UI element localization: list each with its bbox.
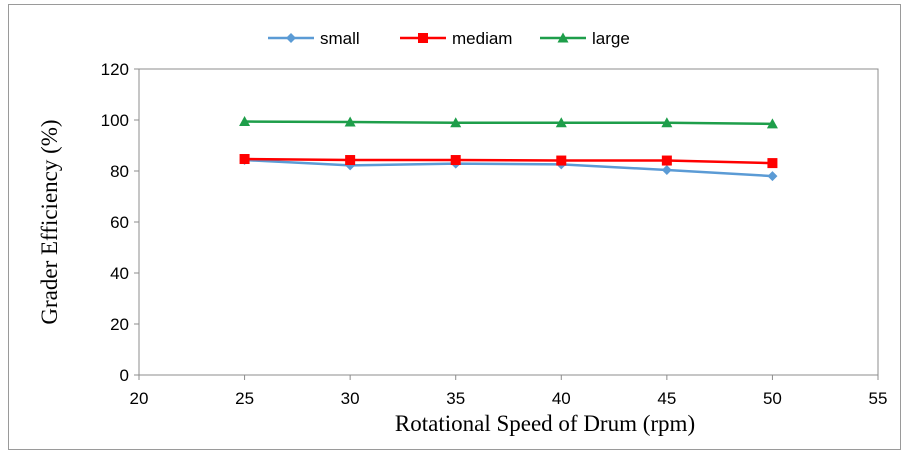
data-point-mediam [661, 155, 672, 166]
series-group [239, 116, 778, 182]
x-axis-title: Rotational Speed of Drum (rpm) [395, 411, 695, 436]
x-tick-label: 30 [341, 389, 360, 408]
y-tick-label: 80 [110, 162, 129, 181]
legend: small mediam large [268, 29, 630, 48]
legend-label: mediam [452, 29, 512, 48]
x-tick-label: 20 [130, 389, 149, 408]
data-point-mediam [345, 155, 356, 166]
series-line-small [244, 158, 773, 178]
data-point-small [661, 164, 672, 175]
data-point-mediam [239, 154, 250, 165]
series-line-mediam [244, 157, 773, 165]
data-point-large [239, 116, 251, 127]
data-point-large [661, 117, 673, 128]
y-tick-label: 100 [101, 111, 129, 130]
x-tick-label: 35 [446, 389, 465, 408]
y-axis-title: Grader Efficiency (%) [37, 119, 62, 324]
y-tick-label: 20 [110, 315, 129, 334]
legend-item-small: small [268, 29, 360, 48]
series-line-large [244, 120, 773, 126]
x-tick-label: 25 [235, 389, 254, 408]
legend-item-mediam: mediam [400, 29, 512, 48]
legend-marker [418, 33, 428, 43]
data-point-mediam [450, 155, 461, 166]
x-tick-label: 50 [763, 389, 782, 408]
legend-label: small [320, 29, 360, 48]
x-tick-label: 55 [869, 389, 888, 408]
data-point-large [450, 117, 462, 128]
legend-item-large: large [540, 29, 630, 48]
series-mediam [239, 154, 778, 169]
y-tick-label: 60 [110, 213, 129, 232]
plot-border [138, 68, 879, 376]
legend-label: large [592, 29, 630, 48]
data-point-large [555, 117, 567, 128]
y-tick-label: 40 [110, 264, 129, 283]
x-tick-label: 45 [657, 389, 676, 408]
data-point-large [766, 118, 778, 129]
chart-frame [8, 4, 901, 450]
data-point-mediam [767, 158, 778, 169]
series-large [239, 116, 778, 129]
data-point-small [767, 171, 778, 182]
x-tick-label: 40 [552, 389, 571, 408]
data-point-large [344, 116, 356, 127]
plot-area [138, 68, 879, 376]
y-tick-label: 120 [101, 60, 129, 79]
y-tick-label: 0 [120, 366, 129, 385]
legend-marker [286, 33, 296, 43]
data-point-mediam [556, 155, 567, 166]
legend-marker [557, 32, 569, 43]
